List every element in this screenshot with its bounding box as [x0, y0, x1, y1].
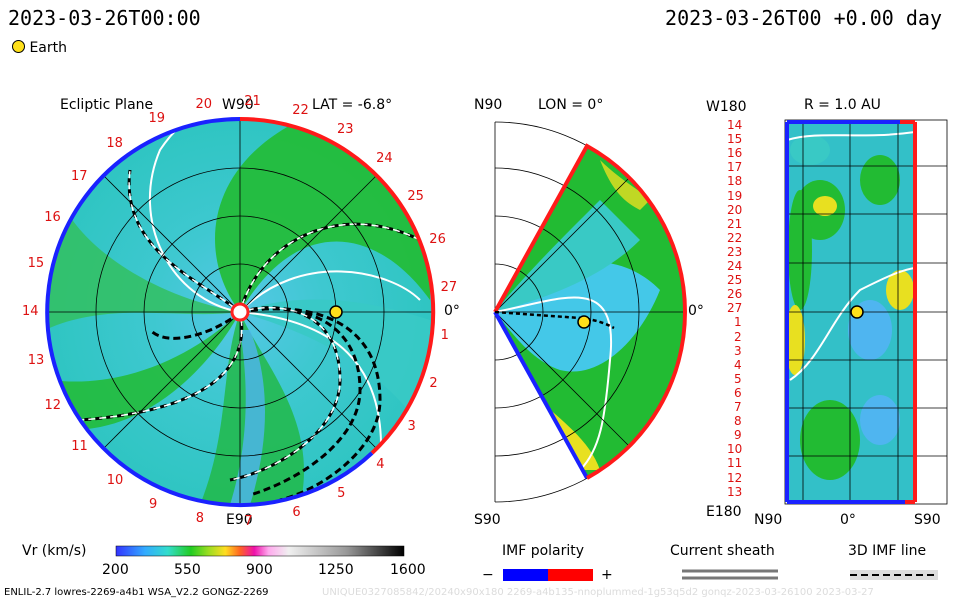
radial-row-label: 6 — [734, 385, 742, 400]
ecliptic-sector-label: 1 — [440, 328, 449, 344]
imf-minus-label: − — [482, 567, 494, 583]
ecliptic-sector-label: 24 — [376, 151, 393, 167]
earth-legend-label: Earth — [29, 40, 67, 56]
radial-row-label: 12 — [727, 470, 743, 485]
radial-row-label: 19 — [727, 188, 743, 203]
radial-axis-mid: 0° — [840, 512, 856, 528]
imf-line-title: 3D IMF line — [848, 543, 927, 559]
ecliptic-plane-plot — [45, 117, 436, 507]
earth-ecliptic-icon — [329, 305, 343, 319]
meridional-bottom-label: S90 — [474, 512, 501, 528]
ecliptic-sector-label: 13 — [27, 352, 45, 368]
radial-top-label: W180 — [706, 99, 747, 115]
radial-row-label: 21 — [727, 216, 743, 231]
radial-row-label: 15 — [727, 132, 743, 147]
footer-watermark: UNIQUE0327085842/20240x90x180 2269-a4b13… — [322, 587, 874, 598]
footer-run-info: ENLIL-2.7 lowres-2269-a4b1 WSA_V2.2 GONG… — [4, 587, 269, 598]
radial-row-label: 5 — [734, 371, 742, 386]
ecliptic-sector-label: 2 — [429, 375, 438, 391]
ecliptic-sector-label: 19 — [148, 111, 166, 127]
current-sheath-title: Current sheath — [670, 543, 775, 559]
earth-meridional-icon — [577, 315, 591, 329]
ecliptic-sector-label: 14 — [22, 304, 39, 320]
radial-row-label: 14 — [727, 118, 743, 132]
colorbar-tick: 200 — [102, 562, 129, 578]
ecliptic-sector-label: 6 — [292, 505, 301, 521]
ecliptic-sector-label: 18 — [106, 135, 123, 151]
earth-legend: Earth — [12, 40, 67, 56]
imf-polarity-title: IMF polarity — [502, 543, 585, 559]
ecliptic-right-label: 0° — [444, 303, 460, 319]
meridional-top-label: N90 — [474, 97, 503, 113]
radial-row-label: 20 — [727, 202, 743, 217]
ecliptic-sector-label: 22 — [292, 102, 309, 118]
radial-row-label: 27 — [727, 301, 743, 316]
ecliptic-top-label: W90 — [222, 97, 254, 113]
imf-plus-label: + — [601, 567, 613, 583]
meridional-lon: LON = 0° — [538, 97, 604, 113]
radial-axis-right: S90 — [914, 512, 941, 528]
ecliptic-sector-label: 5 — [337, 485, 346, 501]
datetime-left: 2023-03-26T00:00 — [8, 6, 201, 30]
earth-marker-icon — [12, 40, 25, 53]
radial-row-label: 2 — [734, 329, 742, 344]
ecliptic-sector-label: 3 — [407, 419, 416, 435]
radial-title: R = 1.0 AU — [804, 97, 881, 113]
colorbar-tick: 1250 — [318, 562, 354, 578]
radial-row-label: 22 — [727, 230, 743, 245]
ecliptic-sector-label: 12 — [44, 398, 61, 414]
colorbar-tick: 900 — [246, 562, 273, 578]
ecliptic-sector-label: 26 — [429, 232, 446, 248]
ecliptic-sector-label: 16 — [44, 210, 61, 225]
radial-row-label: 17 — [727, 160, 743, 175]
ecliptic-sector-label: 9 — [149, 496, 158, 512]
colorbar-label: Vr (km/s) — [22, 543, 87, 559]
radial-row-label: 10 — [727, 442, 743, 457]
velocity-colorbar — [115, 545, 405, 557]
ecliptic-sector-label: 17 — [70, 169, 88, 185]
meridional-plane-plot — [493, 121, 687, 503]
colorbar-tick: 550 — [174, 562, 201, 578]
radial-row-label: 11 — [727, 456, 743, 471]
ecliptic-title: Ecliptic Plane — [60, 97, 154, 113]
ecliptic-sector-label: 15 — [27, 255, 45, 271]
ecliptic-sector-label: 11 — [71, 439, 88, 455]
ecliptic-sector-label: 23 — [336, 122, 354, 138]
radial-row-label: 16 — [727, 146, 743, 161]
radial-map-plot — [784, 119, 948, 505]
colorbar-tick: 1600 — [390, 562, 426, 578]
ecliptic-sector-label: 8 — [195, 510, 204, 526]
ecliptic-sector-label: 20 — [195, 97, 213, 113]
imf-minus-swatch — [503, 569, 548, 581]
ecliptic-sector-label: 21 — [244, 94, 261, 110]
earth-radial-icon — [850, 305, 864, 319]
radial-row-label: 1 — [734, 315, 742, 330]
radial-row-label: 23 — [727, 244, 743, 259]
radial-row-label: 18 — [727, 174, 743, 189]
radial-row-label: 25 — [727, 273, 743, 288]
ecliptic-sector-label: 25 — [407, 188, 424, 204]
radial-row-label: 8 — [734, 414, 742, 429]
radial-row-label: 26 — [727, 287, 743, 302]
ecliptic-sector-label: 10 — [106, 472, 124, 488]
ecliptic-sector-label: 4 — [376, 456, 385, 472]
radial-row-label: 7 — [734, 400, 742, 414]
radial-row-label: 13 — [727, 484, 743, 499]
imf-plus-swatch — [548, 569, 593, 581]
radial-row-label: 3 — [734, 343, 742, 358]
ecliptic-lat: LAT = -6.8° — [312, 97, 393, 113]
meridional-right-label: 0° — [688, 303, 704, 319]
radial-bottom-label: E180 — [706, 504, 742, 520]
radial-row-label: 4 — [734, 357, 742, 372]
datetime-right: 2023-03-26T00 +0.00 day — [665, 6, 942, 30]
radial-row-label: 9 — [734, 428, 742, 443]
ecliptic-sector-label: 27 — [440, 279, 458, 295]
radial-axis-left: N90 — [754, 512, 783, 528]
ecliptic-sector-label: 7 — [244, 513, 253, 529]
ecliptic-bottom-label: E90 — [226, 512, 253, 528]
radial-row-label: 24 — [727, 259, 743, 273]
